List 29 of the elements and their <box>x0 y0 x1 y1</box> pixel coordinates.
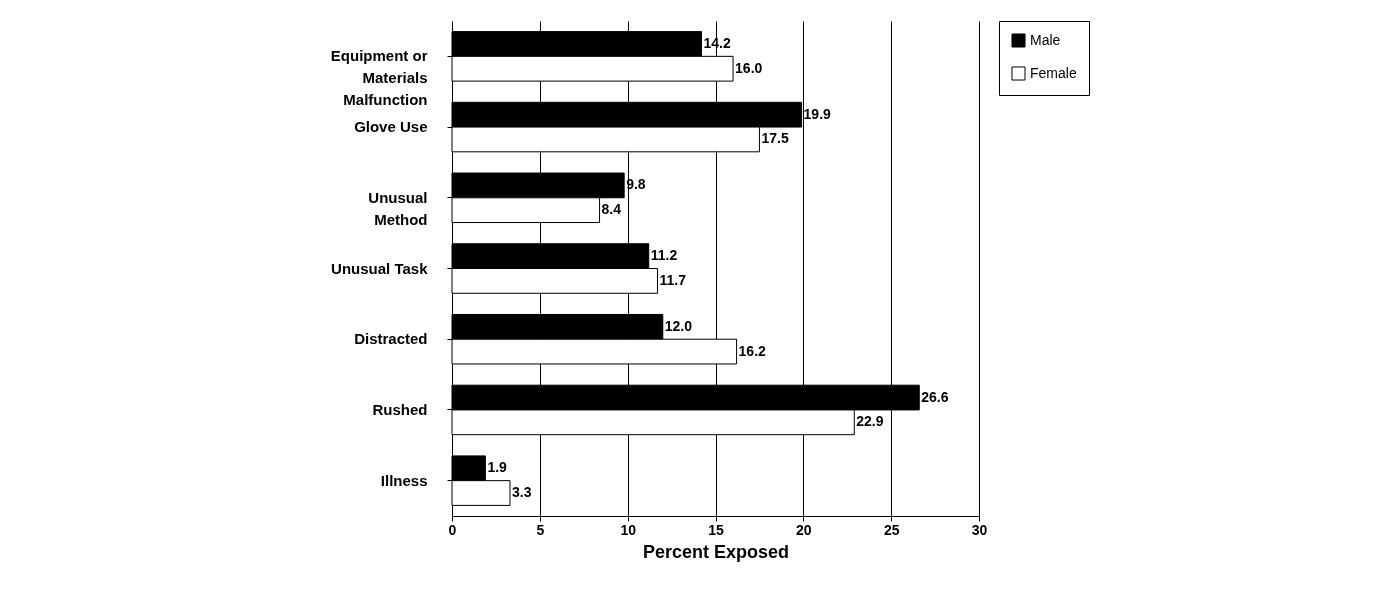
data-label: 12.0 <box>664 317 693 334</box>
data-label: 19.9 <box>803 105 832 122</box>
x-tick-label: 30 <box>971 521 988 538</box>
x-tick-label: 25 <box>883 521 900 538</box>
data-label: 26.6 <box>921 388 949 405</box>
y-tick-label: Rushed <box>372 400 428 418</box>
data-label: 3.3 <box>511 484 532 501</box>
x-tick-label: 10 <box>620 521 637 538</box>
data-label: 8.4 <box>601 201 622 218</box>
data-label: 17.5 <box>761 130 789 147</box>
y-tick-label: Equipment or Materials Malfunction <box>330 47 428 109</box>
x-tick-label: 15 <box>708 521 724 538</box>
data-label: 1.9 <box>487 459 508 476</box>
x-axis-title: Percent Exposed <box>642 541 790 562</box>
data-label: 22.9 <box>856 413 884 430</box>
legend-label: Female <box>1030 64 1077 81</box>
y-tick-label: Unusual Task <box>331 259 429 277</box>
y-tick-label: Illness <box>380 471 428 489</box>
y-tick-label: Unusual Method <box>368 188 428 228</box>
data-label: 16.2 <box>738 342 767 359</box>
x-tick-label: 0 <box>448 521 457 538</box>
x-tick-label: 5 <box>536 521 545 538</box>
y-tick-label: Distracted <box>354 330 428 348</box>
legend-label: Male <box>1030 31 1061 48</box>
data-label: 16.0 <box>735 59 763 76</box>
data-label: 11.2 <box>650 247 678 264</box>
data-label: 11.7 <box>659 271 687 288</box>
y-tick-label: Glove Use <box>354 118 428 136</box>
x-tick-label: 20 <box>796 521 812 538</box>
